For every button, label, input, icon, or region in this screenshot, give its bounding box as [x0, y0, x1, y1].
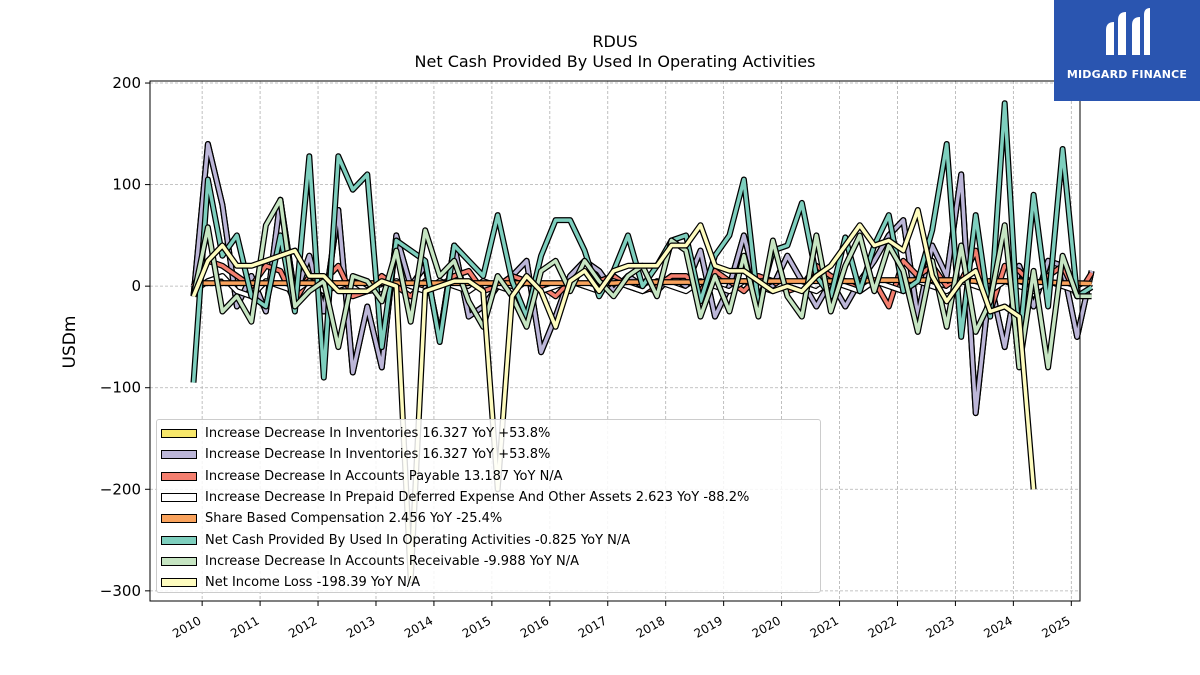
- x-tick-label: 2015: [460, 613, 493, 640]
- logo-mark-icon: [1106, 8, 1150, 55]
- chart-subtitle: Net Cash Provided By Used In Operating A…: [414, 52, 816, 71]
- x-tick-label: 2010: [170, 613, 203, 640]
- legend-item: Share Based Compensation 2.456 YoY -25.4…: [157, 508, 820, 529]
- x-tick-label: 2018: [634, 613, 667, 640]
- x-tick-label: 2021: [808, 613, 841, 640]
- y-tick-label: 0: [131, 277, 141, 295]
- legend-item: Net Cash Provided By Used In Operating A…: [157, 529, 820, 550]
- x-tick-label: 2014: [402, 613, 435, 640]
- series-outline: [190, 100, 1094, 383]
- legend-label: Increase Decrease In Accounts Payable 13…: [205, 468, 563, 484]
- legend-label: Share Based Compensation 2.456 YoY -25.4…: [205, 511, 503, 527]
- legend-swatch: [161, 493, 197, 503]
- x-tick-label: 2023: [923, 613, 956, 640]
- series-line-5: [190, 100, 1094, 383]
- legend-swatch: [161, 450, 197, 460]
- y-tick-label: −100: [100, 379, 141, 397]
- legend-item: Net Income Loss -198.39 YoY N/A: [157, 572, 820, 593]
- legend-swatch: [161, 535, 197, 545]
- legend-swatch: [161, 471, 197, 481]
- legend-swatch: [161, 578, 197, 588]
- x-tick-label: 2012: [286, 613, 319, 640]
- x-tick-label: 2022: [866, 613, 899, 640]
- series-lines: [190, 100, 1095, 584]
- y-tick-label: −200: [100, 480, 141, 498]
- chart-title: RDUS: [592, 32, 638, 51]
- legend-item: Increase Decrease In Inventories 16.327 …: [157, 444, 820, 465]
- legend-swatch: [161, 556, 197, 566]
- legend-label: Increase Decrease In Prepaid Deferred Ex…: [205, 490, 750, 506]
- legend-label: Increase Decrease In Accounts Receivable…: [205, 553, 579, 569]
- legend-label: Increase Decrease In Inventories 16.327 …: [205, 447, 551, 463]
- legend-item: Increase Decrease In Accounts Payable 13…: [157, 466, 820, 487]
- legend-item: Increase Decrease In Accounts Receivable…: [157, 551, 820, 572]
- x-tick-label: 2017: [576, 613, 609, 640]
- x-tick-label: 2016: [518, 613, 551, 640]
- x-tick-label: 2024: [981, 613, 1014, 640]
- legend-swatch: [161, 429, 197, 439]
- x-tick-label: 2013: [344, 613, 377, 640]
- logo-text: MIDGARD FINANCE: [1066, 68, 1188, 81]
- legend-label: Net Income Loss -198.39 YoY N/A: [205, 575, 421, 591]
- series-stroke: [191, 101, 1093, 383]
- x-tick-label: 2019: [692, 613, 725, 640]
- y-tick-label: 100: [112, 176, 141, 194]
- legend-swatch: [161, 514, 197, 524]
- x-axis: 2010 2011 2012 2013 2014 2015 2016 2017 2018 2019…: [170, 601, 1073, 641]
- legend-item: Increase Decrease In Inventories 16.327 …: [157, 423, 820, 444]
- series-stroke: [191, 208, 1036, 583]
- y-tick-label: 200: [112, 74, 141, 92]
- legend-label: Increase Decrease In Inventories 16.327 …: [205, 426, 551, 442]
- legend-item: Increase Decrease In Prepaid Deferred Ex…: [157, 487, 820, 508]
- plot-frame: [149, 80, 1081, 602]
- x-tick-label: 2025: [1039, 613, 1072, 640]
- legend: Increase Decrease In Inventories 16.327 …: [156, 419, 821, 593]
- x-tick-label: 2011: [228, 613, 261, 640]
- y-axis: −300 −200 −100 0 100 200: [100, 74, 150, 600]
- series-line-7: [190, 207, 1037, 584]
- y-tick-label: −300: [100, 582, 141, 600]
- x-tick-label: 2020: [750, 613, 783, 640]
- gridlines: [150, 81, 1080, 601]
- y-axis-label: USDm: [60, 316, 80, 369]
- legend-label: Net Cash Provided By Used In Operating A…: [205, 532, 631, 548]
- brand-logo: MIDGARD FINANCE: [1054, 0, 1200, 101]
